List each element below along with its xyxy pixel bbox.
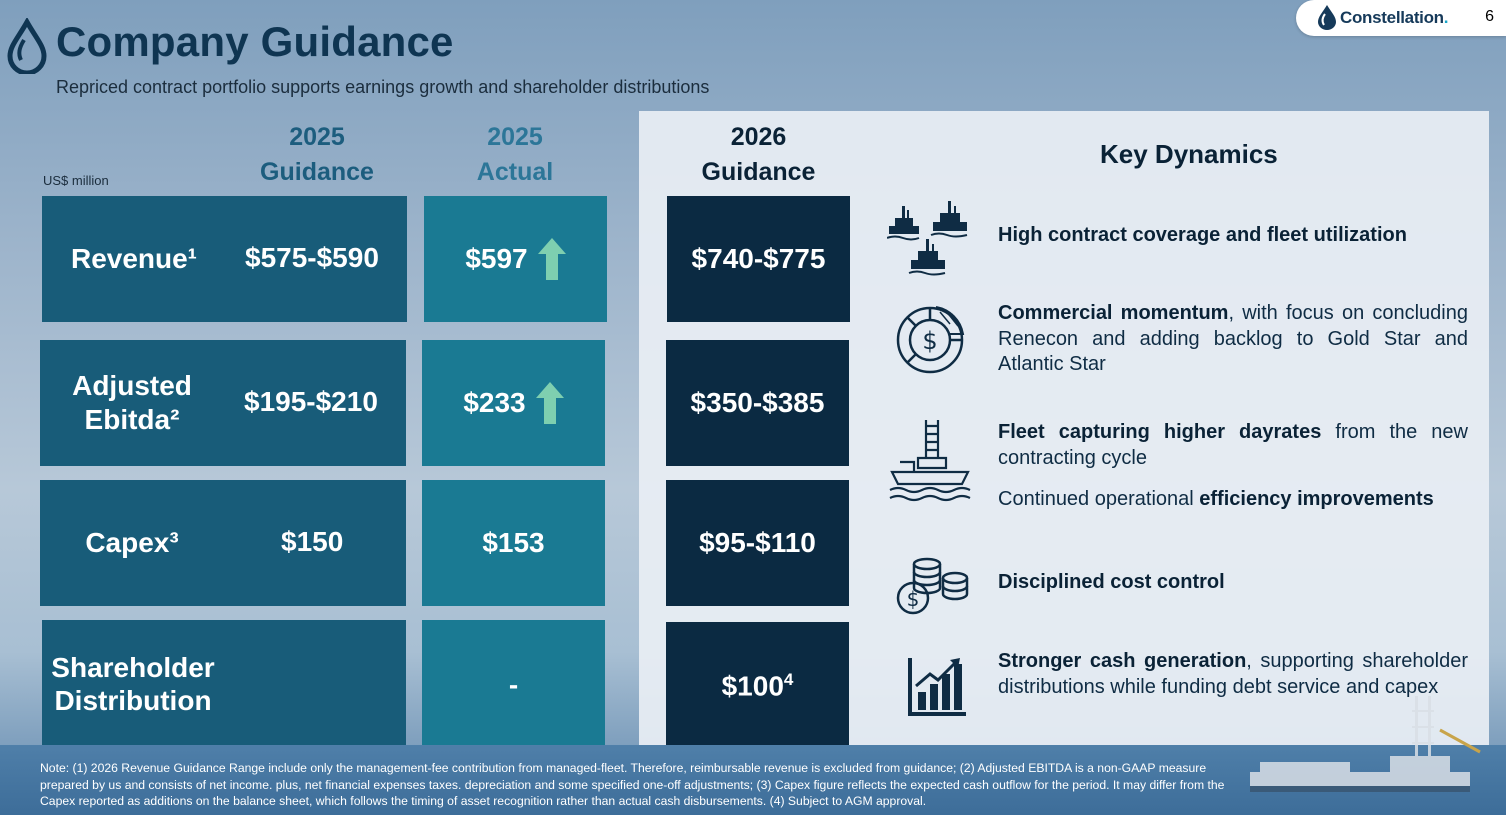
dynamic-item-3-extra: Continued operational efficiency improve… [998, 488, 1434, 510]
page-title: Company Guidance [56, 18, 454, 65]
constellation-drop-logo [7, 18, 47, 74]
row-label-revenue: Revenue¹ [70, 243, 198, 274]
revenue-2025-actual: $597 [465, 243, 528, 274]
brand-drop-icon [1318, 5, 1336, 30]
dynamic-item-4: Disciplined cost control [998, 571, 1225, 593]
table-row-shareholder-distribution: Shareholder Distribution [42, 620, 406, 750]
distribution-2025-actual: - [508, 669, 519, 700]
dynamic-item-2: Commercial momentum, with focus on concl… [998, 302, 1468, 375]
capex-2025-actual-cell: $153 [422, 480, 605, 606]
distribution-2025-actual-cell: - [422, 620, 605, 750]
footnote: Note: (1) 2026 Revenue Guidance Range in… [40, 761, 1225, 808]
distribution-2026-guidance: $1004 [721, 669, 794, 702]
dynamic-item-1: High contract coverage and fleet utiliza… [998, 224, 1407, 246]
row-label-shareholder-distribution: Shareholder Distribution [51, 652, 215, 716]
unit-label: US$ million [43, 173, 109, 188]
ebitda-2025-actual-cell: $233 [422, 340, 605, 466]
coins-dollar-icon: $ [896, 557, 969, 615]
column-header-2025-actual: 2025 Actual [476, 123, 554, 186]
page-subtitle: Repriced contract portfolio supports ear… [56, 77, 710, 97]
capex-2025-guidance: $150 [281, 526, 344, 557]
svg-text:$: $ [922, 327, 937, 355]
up-arrow-icon [537, 238, 566, 280]
ebitda-2025-guidance: $195-$210 [244, 386, 378, 417]
ebitda-2025-actual: $233 [463, 387, 526, 418]
column-header-2025-guidance: 2025 Guidance [260, 123, 374, 186]
drillship-photo [1250, 696, 1481, 792]
revenue-2025-actual-cell: $597 [424, 196, 607, 322]
row-label-capex: Capex³ [85, 527, 179, 558]
column-header-2026-guidance: 2026 Guidance [701, 123, 816, 186]
table-row-revenue: Revenue¹ $575-$590 [42, 196, 407, 322]
row-label-adjusted-ebitda: Adjusted Ebitda² [72, 370, 192, 435]
up-arrow-icon [535, 382, 564, 424]
revenue-2026-guidance-cell: $740-$775 [667, 196, 850, 322]
page-number: 6 [1485, 8, 1494, 25]
rigs-fleet-icon [887, 201, 968, 276]
growth-chart-icon [908, 658, 966, 716]
brand-name: Constellation. [1340, 8, 1449, 27]
ebitda-2026-guidance-cell: $350-$385 [666, 340, 849, 466]
dynamic-item-3: Fleet capturing higher dayrates from the… [998, 421, 1468, 469]
pie-dollar-icon: $ [896, 306, 965, 374]
table-row-capex: Capex³ $150 [40, 480, 406, 606]
capex-2026-guidance: $95-$110 [699, 527, 816, 558]
key-dynamics-title: Key Dynamics [1100, 139, 1278, 169]
drillship-icon [889, 420, 971, 502]
revenue-2025-guidance: $575-$590 [245, 242, 379, 273]
revenue-2026-guidance: $740-$775 [691, 243, 826, 274]
table-row-adjusted-ebitda: Adjusted Ebitda² $195-$210 [40, 340, 406, 466]
brand-tab: Constellation. 6 [1296, 0, 1506, 36]
svg-text:$: $ [907, 587, 920, 611]
dynamic-item-5: Stronger cash generation, supporting sha… [998, 650, 1468, 698]
capex-2026-guidance-cell: $95-$110 [666, 480, 849, 606]
ebitda-2026-guidance: $350-$385 [690, 387, 825, 418]
distribution-2026-guidance-cell: $1004 [666, 622, 849, 750]
capex-2025-actual: $153 [482, 527, 545, 558]
